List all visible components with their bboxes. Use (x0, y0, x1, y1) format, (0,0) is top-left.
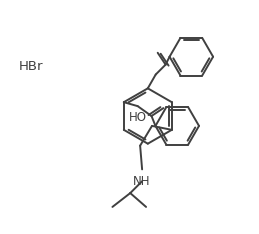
Text: HO: HO (129, 111, 147, 124)
Text: NH: NH (133, 175, 151, 188)
Text: HBr: HBr (19, 60, 44, 73)
